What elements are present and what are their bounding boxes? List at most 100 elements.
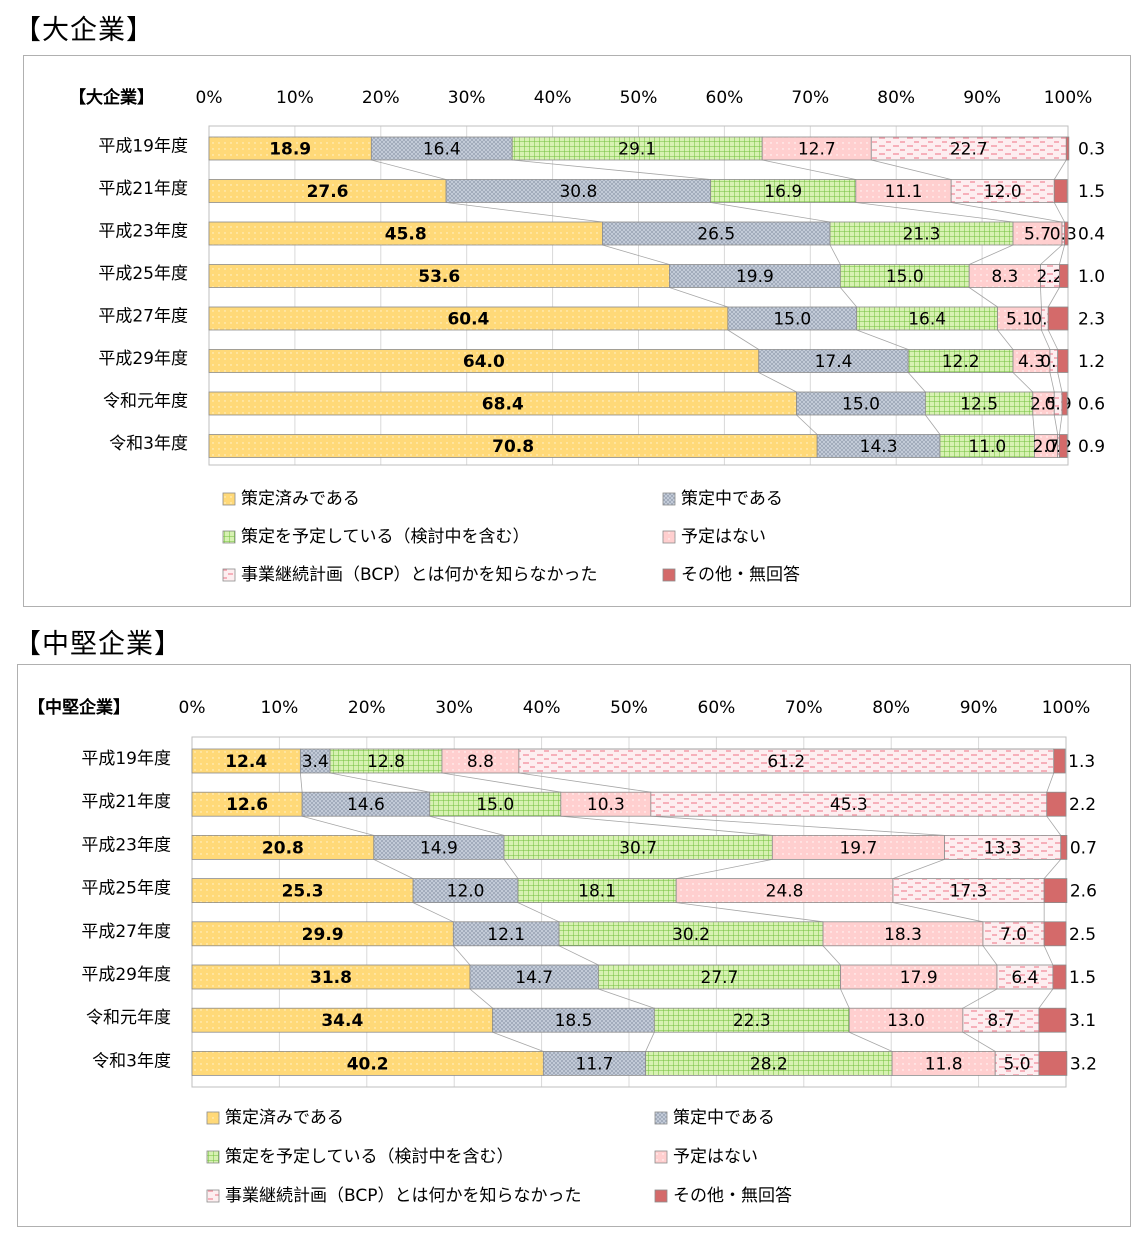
bar-none (441, 748, 520, 774)
data-label: 24.8 (766, 882, 804, 902)
bar-unknown (996, 964, 1054, 990)
data-label: 45.3 (830, 795, 868, 815)
data-label: 27.6 (307, 182, 349, 202)
data-label: 12.7 (798, 140, 836, 160)
section-title-midsize: 【中堅企業】 (14, 629, 182, 660)
data-label: 0.7 (1070, 838, 1097, 858)
data-label: 34.4 (321, 1011, 363, 1031)
connector-line (1047, 287, 1060, 308)
data-label: 19.7 (839, 838, 877, 858)
category-label: 平成21年度 (81, 792, 171, 812)
bar-other (1061, 391, 1068, 416)
legend-swatch-none (654, 1150, 668, 1164)
data-label: 1.3 (1068, 752, 1095, 772)
connector-line (650, 815, 945, 836)
x-tick-label: 100% (1042, 698, 1091, 718)
data-label: 11.1 (885, 182, 923, 202)
data-label: 20.8 (262, 838, 304, 858)
category-label: 平成19年度 (81, 749, 171, 769)
bar-other (1052, 964, 1067, 990)
chart-panel-large: 【大企業】 0% 10% 20% 30% 40% 50% 60% 70% 80% 90% 100% 平成… (23, 55, 1131, 607)
data-label: 17.9 (900, 968, 938, 988)
legend-swatch-other (662, 568, 676, 582)
bar-unknown (650, 791, 1048, 817)
bar-other (1060, 834, 1068, 860)
data-label: 10.3 (587, 795, 625, 815)
data-label: 25.3 (282, 882, 324, 902)
data-label: 64.0 (463, 352, 505, 372)
data-label: 70.8 (492, 437, 534, 457)
connector-line (710, 202, 831, 223)
connector-line (492, 1031, 544, 1052)
data-label: 14.9 (420, 838, 458, 858)
chart-title: 【大企業】 (69, 87, 154, 108)
data-label: 60.4 (447, 310, 489, 330)
data-label: 3.1 (1069, 1011, 1096, 1031)
legend-label: 策定中である (673, 1108, 775, 1128)
data-label: 13.0 (887, 1011, 925, 1031)
legend-swatch-inprogress (662, 492, 676, 506)
bar-other (1038, 1050, 1068, 1076)
connector-line (371, 159, 447, 180)
bar-other (1064, 221, 1069, 246)
connector-line (1049, 372, 1055, 393)
connector-line (968, 287, 998, 308)
connector-line (1046, 815, 1062, 836)
data-label: 12.2 (942, 352, 980, 372)
category-label: 平成23年度 (81, 835, 171, 855)
connector-line (676, 859, 773, 879)
legend-swatch-done (206, 1111, 220, 1125)
data-label: 17.4 (815, 352, 853, 372)
data-label: 12.6 (226, 795, 268, 815)
connector-line (1043, 859, 1062, 879)
data-label: 40.2 (347, 1054, 389, 1074)
data-label: 2.2 (1069, 795, 1096, 815)
connector-line (429, 815, 505, 836)
category-label: 令和元年度 (86, 1008, 171, 1028)
connector-line (302, 815, 374, 836)
bar-other (1047, 306, 1069, 331)
connector-line (669, 287, 728, 308)
chart-panel-midsize: 【中堅企業】 0% 10% 20% 30% 40% 50% 60% 70% 80% 90% 100% 平… (17, 664, 1131, 1227)
data-label: 68.4 (482, 395, 524, 415)
connector-line (373, 859, 414, 879)
connector-line (856, 329, 909, 350)
x-tick-label: 40% (523, 698, 561, 718)
section-title-large: 【大企業】 (14, 15, 154, 46)
data-label: 2.3 (1078, 310, 1105, 330)
data-label: 22.7 (950, 140, 988, 160)
bar-done (191, 1007, 494, 1033)
data-label: 12.0 (447, 882, 485, 902)
bar-unknown (944, 834, 1062, 860)
data-label: 11.8 (925, 1054, 963, 1074)
connector-line (1040, 287, 1042, 308)
connector-line (925, 414, 941, 435)
data-label: 18.5 (555, 1011, 593, 1031)
x-tick-label: 30% (435, 698, 473, 718)
data-label: 7.0 (1000, 925, 1027, 945)
connector-line (676, 902, 824, 923)
x-tick-label: 40% (534, 88, 572, 108)
data-label: 5.1 (1006, 310, 1033, 330)
connector-line (727, 329, 759, 350)
category-label: 平成21年度 (98, 179, 188, 199)
connector-line (558, 945, 599, 966)
data-label: 12.4 (225, 752, 267, 772)
x-tick-label: 80% (877, 88, 915, 108)
connector-line (796, 414, 818, 435)
connector-line (645, 1032, 655, 1052)
data-label: 17.3 (950, 882, 988, 902)
data-label: 16.9 (764, 182, 802, 202)
bar-done (191, 834, 375, 860)
connector-line (840, 287, 857, 308)
category-label: 令和3年度 (109, 434, 188, 454)
legend-swatch-planned (206, 1150, 220, 1164)
x-tick-label: 0% (196, 88, 223, 108)
data-label: 19.9 (736, 267, 774, 287)
connector-line (598, 988, 655, 1009)
data-label: 5.7 (1024, 225, 1051, 245)
data-label: 12.0 (984, 182, 1022, 202)
data-label: 1.0 (1078, 267, 1105, 287)
data-label: 0.9 (1045, 395, 1072, 415)
bar-other (1043, 878, 1068, 904)
